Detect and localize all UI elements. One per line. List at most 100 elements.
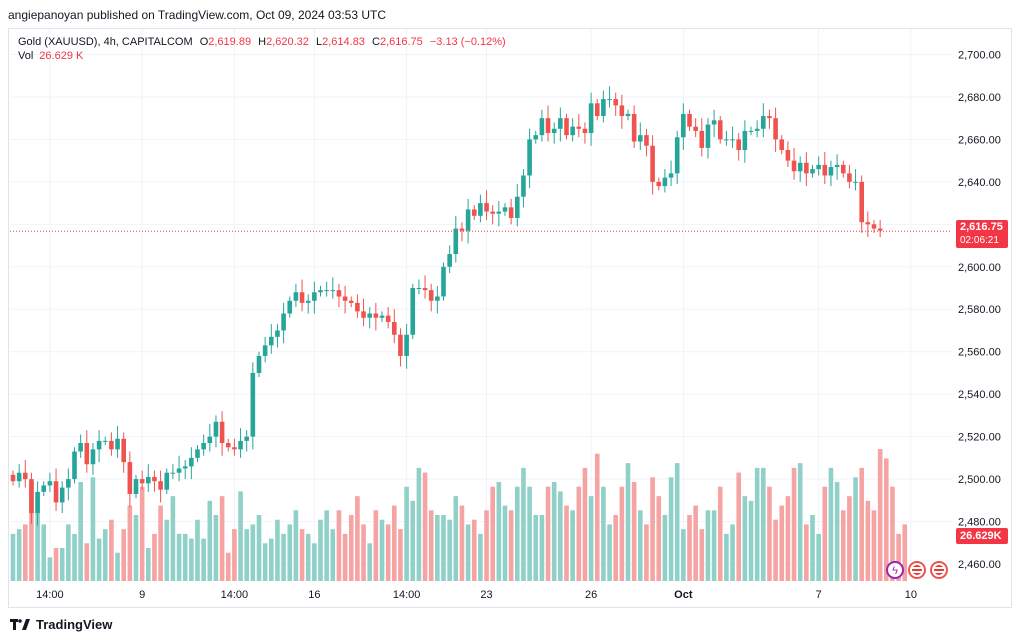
volume-bar — [736, 472, 741, 581]
publication-bar: angiepanoyan published on TradingView.co… — [0, 0, 1024, 28]
candle-body — [631, 113, 637, 142]
candle-body — [404, 334, 409, 356]
volume-bar — [189, 538, 194, 581]
volume-bar — [287, 524, 293, 581]
candle-body — [312, 292, 317, 301]
volume-bar — [23, 524, 28, 581]
volume-bar — [570, 510, 575, 581]
candle-body — [742, 130, 748, 151]
volume-bar — [834, 482, 840, 581]
candle-body — [10, 474, 16, 482]
tradingview-footer[interactable]: TradingView — [10, 617, 112, 632]
volume-bar — [865, 500, 871, 581]
volume-bar — [398, 529, 403, 581]
candle-body — [521, 175, 526, 197]
us-flag-event-icon[interactable] — [930, 561, 948, 579]
volume-bar — [656, 496, 662, 581]
us-flag-event-icon[interactable] — [908, 561, 926, 579]
volume-bar — [201, 538, 206, 581]
volume-bar — [441, 515, 446, 581]
low-label: L — [315, 36, 323, 48]
symbol-name[interactable]: Gold (XAUUSD), 4h, CAPITALCOM — [18, 36, 193, 48]
y-tick-label: 2,700.00 — [958, 49, 1001, 61]
x-tick-label: 14:00 — [36, 589, 64, 601]
candle-body — [668, 173, 674, 178]
volume-bar — [502, 505, 508, 581]
volume-bar — [133, 515, 139, 581]
candle-body — [625, 113, 631, 117]
us-flag-icon — [934, 565, 944, 575]
volume-bar — [232, 529, 237, 581]
candle-body — [373, 313, 379, 318]
lightning-event-icon[interactable]: ϟ — [886, 561, 904, 579]
candle-body — [256, 355, 262, 373]
candle-body — [23, 472, 28, 480]
high-value: 2,620.32 — [266, 36, 309, 48]
candle-body — [533, 135, 539, 140]
volume-label[interactable]: Vol — [18, 50, 34, 62]
volume-bar — [650, 477, 655, 581]
candle-body — [355, 302, 360, 312]
candle-body — [121, 438, 126, 463]
candle-body — [176, 468, 182, 473]
volume-bar — [195, 519, 200, 581]
volume-bar — [822, 486, 828, 581]
candle-body — [736, 139, 741, 151]
candle-body — [152, 476, 157, 482]
candle-body — [804, 162, 809, 174]
volume-bar — [342, 533, 348, 581]
volume-bar — [293, 510, 299, 581]
candle-body — [828, 167, 834, 176]
candle-body — [754, 128, 760, 131]
candle-body — [717, 120, 723, 140]
volume-bar — [109, 519, 114, 581]
y-tick-label: 2,540.00 — [958, 389, 1001, 401]
volume-bar — [78, 482, 83, 581]
candle-body — [502, 207, 508, 212]
candle-body — [164, 472, 170, 490]
candle-body — [644, 135, 649, 146]
candle-body — [558, 118, 563, 129]
candle-body — [435, 296, 440, 301]
candle-body — [459, 228, 465, 231]
candle-body — [582, 128, 588, 134]
candle-body — [490, 211, 495, 214]
candle-body — [853, 181, 858, 183]
candle-body — [342, 296, 348, 301]
volume-bar — [90, 477, 96, 581]
candle-body — [810, 169, 815, 174]
volume-bar — [687, 515, 692, 581]
volume-bar — [871, 510, 877, 581]
candle-body — [441, 266, 446, 297]
candle-body — [250, 372, 256, 437]
volume-bar — [182, 533, 188, 581]
candle-body — [865, 222, 871, 225]
volume-bar — [10, 533, 16, 581]
volume-bar — [742, 496, 748, 581]
y-tick-label: 2,480.00 — [958, 517, 1001, 529]
volume-bar — [53, 548, 59, 581]
volume-bar — [158, 505, 163, 581]
open-label: O — [199, 36, 209, 48]
volume-bar — [631, 482, 637, 581]
candle-body — [859, 181, 864, 223]
y-tick-label: 2,520.00 — [958, 432, 1001, 444]
candle-body — [785, 150, 791, 161]
candle-body — [127, 462, 133, 494]
candle-body — [551, 128, 557, 134]
candle-body — [478, 203, 483, 216]
volume-bar — [262, 543, 268, 581]
volume-bar — [256, 515, 262, 581]
candle-body — [601, 99, 606, 117]
candle-body — [699, 130, 705, 148]
volume-bar — [853, 477, 858, 581]
candle-body — [730, 139, 735, 141]
volume-bar — [533, 515, 539, 581]
volume-bar — [496, 482, 502, 581]
volume-bar — [139, 486, 145, 581]
candle-body — [299, 292, 305, 303]
volume-bar — [779, 505, 785, 581]
volume-bar — [711, 510, 717, 581]
volume-bar — [404, 486, 409, 581]
